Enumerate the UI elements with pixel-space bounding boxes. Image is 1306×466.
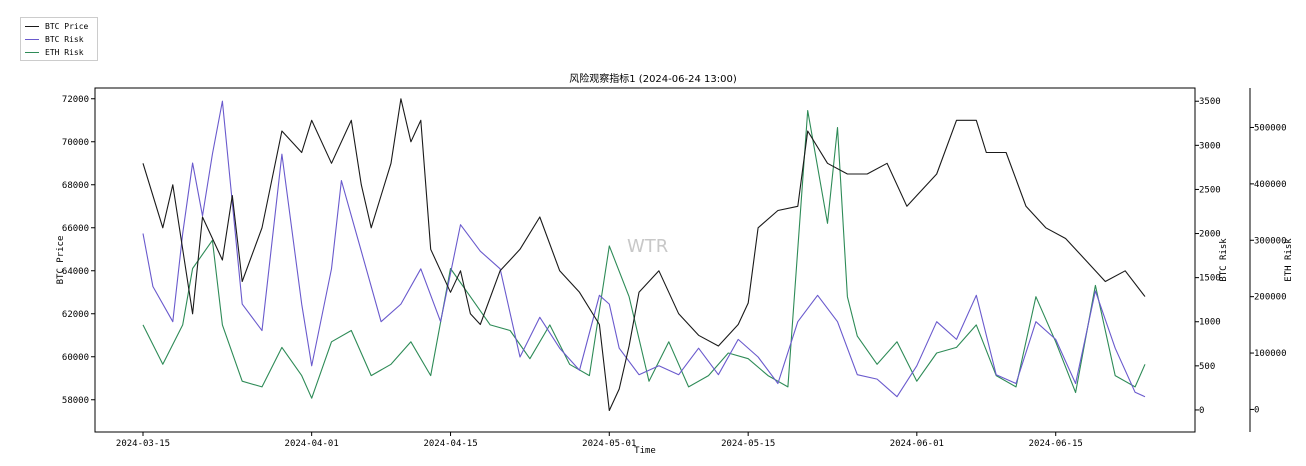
y-right1-tick-label: 2500 <box>1199 185 1221 195</box>
legend: BTC Price BTC Risk ETH Risk <box>20 17 98 61</box>
y-right1-tick-label: 2000 <box>1199 230 1221 240</box>
x-tick-label: 2024-03-15 <box>116 439 170 449</box>
x-tick-label: 2024-04-15 <box>423 439 477 449</box>
series-line-eth-risk <box>142 110 1146 399</box>
legend-item-btc-risk: BTC Risk <box>25 33 84 45</box>
x-axis-label: Time <box>634 446 656 456</box>
legend-item-eth-risk: ETH Risk <box>25 46 84 58</box>
axes-group: 2024-03-15 2024-04-01 2024-04-15 2024-05-01… <box>56 88 1294 456</box>
y-left-tick-label: 64000 <box>62 267 89 277</box>
y-right1-tick-label: 500 <box>1199 362 1215 372</box>
y-right1-tick-label: 1000 <box>1199 318 1221 328</box>
x-tick-label: 2024-06-01 <box>890 439 944 449</box>
series-lines <box>142 98 1146 412</box>
y-left-axis-label: BTC Price <box>56 236 66 285</box>
x-tick-label: 2024-04-01 <box>285 439 339 449</box>
y-right1-tick-label: 3000 <box>1199 141 1221 151</box>
y-right1-tick-label: 1500 <box>1199 274 1221 284</box>
legend-swatch <box>25 38 39 40</box>
legend-label: BTC Price <box>45 21 89 31</box>
legend-swatch <box>25 25 39 27</box>
y-right1-axis-label: BTC Risk <box>1219 238 1229 282</box>
series-line-btc-price <box>142 98 1146 412</box>
y-right1-tick-label: 3500 <box>1199 97 1221 107</box>
y-right1-tick-label: 0 <box>1199 406 1204 416</box>
y-left-tick-label: 58000 <box>62 396 89 406</box>
y-right2-tick-label: 300000 <box>1254 236 1287 246</box>
y-left-tick-label: 62000 <box>62 310 89 320</box>
y-right2-tick-label: 100000 <box>1254 349 1287 359</box>
y-right2-tick-label: 500000 <box>1254 123 1287 133</box>
y-left-tick-label: 60000 <box>62 353 89 363</box>
series-line-btc-risk <box>142 100 1146 398</box>
y-left-tick-label: 68000 <box>62 181 89 191</box>
y-right2-tick-label: 400000 <box>1254 180 1287 190</box>
legend-label: BTC Risk <box>45 34 84 44</box>
legend-swatch <box>25 51 39 53</box>
legend-item-btc-price: BTC Price <box>25 20 88 32</box>
y-right2-tick-label: 0 <box>1254 405 1259 415</box>
x-tick-label: 2024-06-15 <box>1029 439 1083 449</box>
y-right2-axis-label: ETH Risk <box>1284 238 1294 282</box>
watermark: WTR <box>627 236 669 257</box>
plot-area <box>94 87 1196 433</box>
y-right2-tick-label: 200000 <box>1254 293 1287 303</box>
y-left-tick-label: 72000 <box>62 95 89 105</box>
y-left-tick-label: 66000 <box>62 224 89 234</box>
chart-title: 风险观察指标1 (2024-06-24 13:00) <box>569 74 737 85</box>
x-tick-label: 2024-05-15 <box>721 439 775 449</box>
y-left-tick-label: 70000 <box>62 138 89 148</box>
legend-label: ETH Risk <box>45 47 84 57</box>
x-tick-label: 2024-05-01 <box>582 439 636 449</box>
